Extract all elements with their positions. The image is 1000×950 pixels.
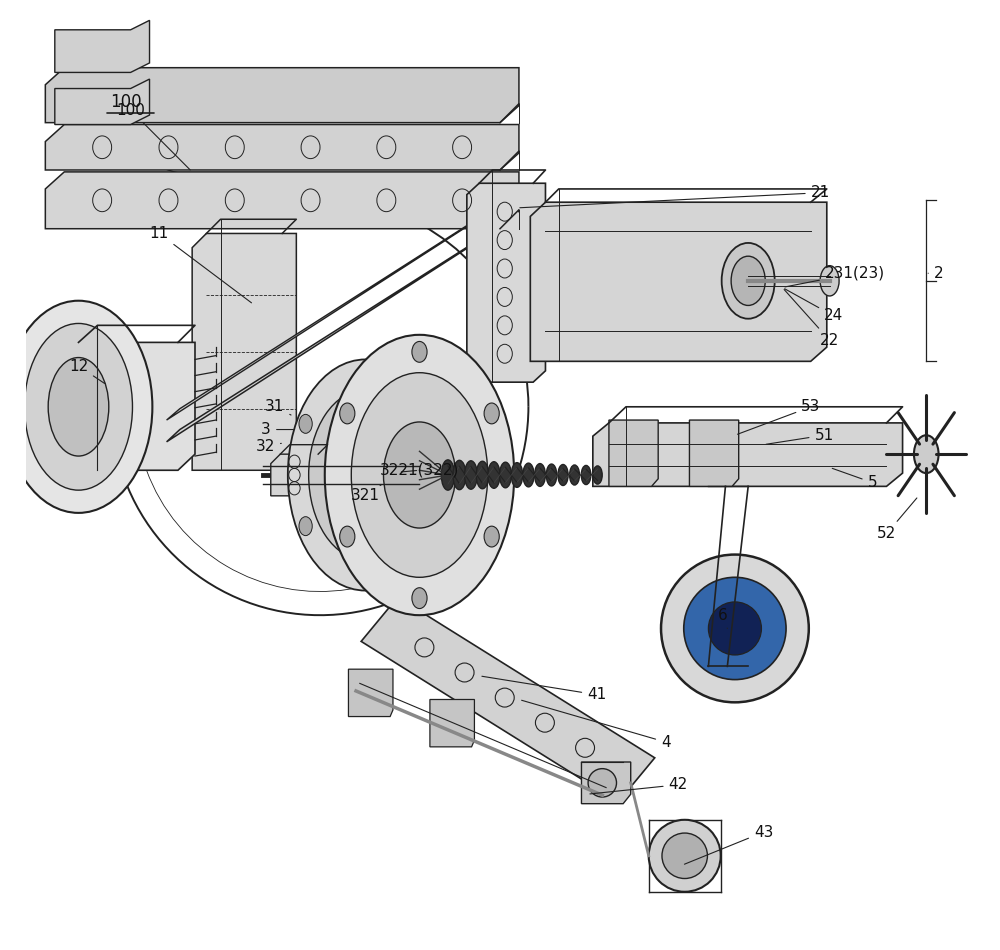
Ellipse shape (484, 403, 499, 424)
Text: 100: 100 (116, 103, 190, 170)
FancyArrowPatch shape (131, 122, 202, 174)
Ellipse shape (511, 463, 523, 487)
Ellipse shape (419, 414, 432, 433)
Ellipse shape (24, 323, 132, 490)
Ellipse shape (558, 465, 568, 485)
Polygon shape (167, 212, 489, 420)
Text: 53: 53 (738, 399, 821, 434)
Text: 42: 42 (590, 777, 688, 794)
Ellipse shape (484, 526, 499, 547)
Ellipse shape (535, 464, 545, 486)
Text: 52: 52 (877, 498, 917, 542)
Polygon shape (581, 762, 631, 804)
Ellipse shape (662, 833, 707, 879)
Polygon shape (609, 420, 658, 486)
Ellipse shape (722, 243, 775, 318)
Polygon shape (192, 234, 296, 470)
Text: 5: 5 (832, 468, 877, 490)
Ellipse shape (465, 461, 477, 489)
Ellipse shape (359, 568, 372, 587)
Ellipse shape (412, 588, 427, 609)
Text: 2: 2 (928, 266, 943, 281)
Ellipse shape (453, 461, 466, 489)
Text: 321: 321 (351, 484, 382, 504)
Ellipse shape (299, 517, 312, 536)
Ellipse shape (48, 357, 109, 456)
Ellipse shape (299, 414, 312, 433)
Polygon shape (530, 202, 827, 361)
Text: 41: 41 (482, 676, 606, 702)
Ellipse shape (588, 769, 617, 797)
Polygon shape (78, 342, 195, 470)
Polygon shape (167, 234, 489, 442)
Polygon shape (593, 423, 903, 486)
Ellipse shape (412, 341, 427, 362)
Text: 100: 100 (110, 93, 141, 111)
Ellipse shape (5, 301, 152, 513)
Ellipse shape (419, 517, 432, 536)
Polygon shape (45, 172, 519, 229)
Ellipse shape (593, 466, 602, 484)
Text: 231(23): 231(23) (785, 266, 885, 287)
Text: 51: 51 (766, 428, 834, 445)
Polygon shape (430, 699, 474, 747)
Ellipse shape (500, 463, 511, 487)
Polygon shape (271, 454, 328, 496)
Text: 3: 3 (261, 422, 294, 437)
Ellipse shape (340, 403, 355, 424)
Polygon shape (45, 67, 519, 123)
Text: 11: 11 (150, 226, 251, 303)
Text: 24: 24 (785, 289, 843, 323)
Ellipse shape (351, 372, 488, 578)
Ellipse shape (546, 464, 557, 486)
Ellipse shape (325, 334, 514, 616)
Polygon shape (45, 124, 519, 170)
Text: 22: 22 (784, 290, 839, 348)
Ellipse shape (731, 256, 765, 306)
Ellipse shape (708, 602, 761, 655)
Ellipse shape (383, 422, 455, 528)
Ellipse shape (820, 266, 839, 296)
Text: 43: 43 (684, 825, 773, 864)
Text: 12: 12 (69, 358, 105, 384)
Text: 31: 31 (265, 399, 291, 415)
Ellipse shape (570, 465, 579, 485)
Ellipse shape (309, 390, 422, 560)
Ellipse shape (359, 363, 372, 382)
Ellipse shape (914, 435, 939, 473)
Ellipse shape (441, 460, 455, 490)
Ellipse shape (488, 462, 500, 488)
Polygon shape (348, 669, 393, 716)
Ellipse shape (340, 526, 355, 547)
Ellipse shape (523, 463, 534, 487)
Ellipse shape (288, 359, 443, 591)
Polygon shape (689, 420, 739, 486)
Text: 21: 21 (520, 185, 830, 208)
Ellipse shape (684, 578, 786, 679)
Ellipse shape (661, 555, 809, 702)
Polygon shape (55, 20, 150, 72)
Polygon shape (467, 183, 545, 382)
Polygon shape (55, 79, 150, 124)
Ellipse shape (581, 466, 591, 484)
Text: 4: 4 (522, 700, 671, 750)
Text: 3221(322): 3221(322) (380, 463, 459, 478)
Ellipse shape (649, 820, 721, 892)
Text: 6: 6 (718, 608, 728, 629)
Text: 32: 32 (256, 439, 281, 454)
Ellipse shape (476, 462, 489, 488)
Polygon shape (361, 598, 655, 802)
